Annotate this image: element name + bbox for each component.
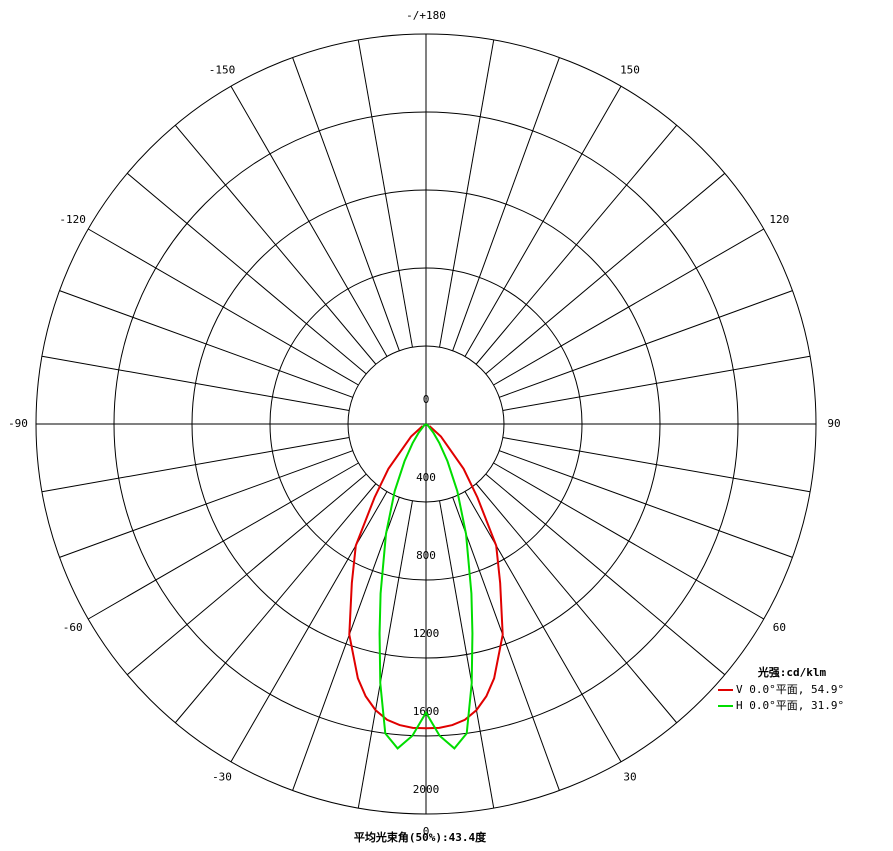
theta-tick-label: -60 xyxy=(63,621,83,634)
grid-spoke xyxy=(439,39,495,348)
legend-title: 光强:cd/klm xyxy=(757,665,827,679)
grid-spoke xyxy=(59,290,353,398)
grid-spoke xyxy=(230,491,388,762)
theta-tick-label: -120 xyxy=(59,213,86,226)
grid-spoke xyxy=(292,57,400,351)
grid-spoke xyxy=(230,86,388,357)
grid-spoke xyxy=(475,124,678,365)
grid-spoke xyxy=(493,228,764,386)
theta-tick-label: -30 xyxy=(212,770,232,783)
grid-spoke xyxy=(59,450,353,558)
grid-spoke xyxy=(464,86,622,357)
grid-spoke xyxy=(452,497,560,791)
theta-tick-label: -150 xyxy=(209,64,236,77)
grid-spoke xyxy=(439,500,495,809)
grid-spoke xyxy=(493,462,764,620)
grid-spoke xyxy=(126,172,367,375)
legend-label: V 0.0°平面, 54.9° xyxy=(736,683,844,696)
series-curve xyxy=(378,423,474,750)
theta-tick-label: 0 xyxy=(423,825,430,838)
theta-tick-label: 120 xyxy=(769,213,789,226)
grid-spoke xyxy=(502,437,811,493)
grid-spoke xyxy=(502,355,811,411)
grid-spoke xyxy=(452,57,560,351)
grid-spoke xyxy=(499,450,793,558)
series-curve xyxy=(348,425,504,730)
theta-tick-label: 150 xyxy=(620,64,640,77)
grid-spoke xyxy=(88,228,359,386)
grid-spoke xyxy=(464,491,622,762)
grid-spoke xyxy=(485,172,726,375)
theta-tick-label: -/+180 xyxy=(406,9,446,22)
footer: 平均光束角(50%):43.4度 xyxy=(354,830,487,844)
theta-tick-label: 90 xyxy=(827,417,840,430)
grid-spoke xyxy=(357,500,413,809)
grid-spoke xyxy=(485,473,726,676)
theta-tick-label: -90 xyxy=(8,417,28,430)
grid-spoke xyxy=(174,124,377,365)
theta-tick-label: 60 xyxy=(773,621,786,634)
grid-spoke xyxy=(174,483,377,724)
grid-spoke xyxy=(475,483,678,724)
legend-label: H 0.0°平面, 31.9° xyxy=(736,699,844,712)
theta-tick-label: 30 xyxy=(623,770,636,783)
grid-spoke xyxy=(499,290,793,398)
grid-spoke xyxy=(357,39,413,348)
grid-spoke xyxy=(126,473,367,676)
grid-spoke xyxy=(292,497,400,791)
grid-spoke xyxy=(41,437,350,493)
grid-spoke xyxy=(41,355,350,411)
grid-spoke xyxy=(88,462,359,620)
